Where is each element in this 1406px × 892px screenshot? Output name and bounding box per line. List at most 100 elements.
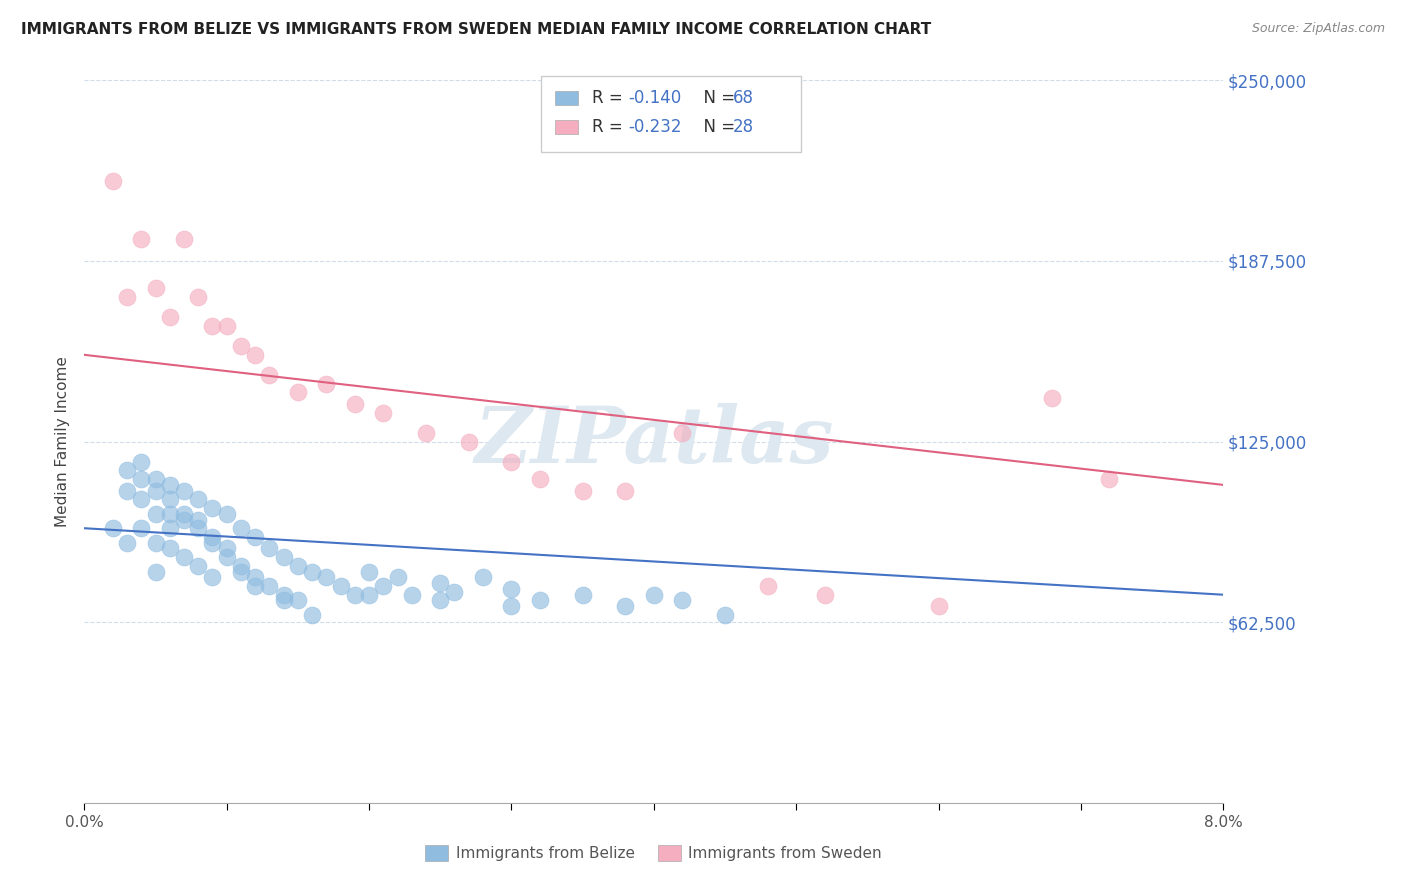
Point [187, 558, 209, 573]
Point [145, 535, 167, 549]
Point [329, 579, 352, 593]
Text: 28: 28 [733, 118, 754, 136]
Point [187, 512, 209, 526]
Point [315, 376, 337, 391]
Point [259, 541, 281, 556]
Point [301, 565, 323, 579]
Point [273, 550, 295, 565]
Point [671, 593, 693, 607]
Point [201, 530, 224, 544]
Point [614, 599, 637, 614]
Point [429, 593, 451, 607]
Point [373, 406, 395, 420]
Text: -0.232: -0.232 [628, 118, 682, 136]
Point [1042, 391, 1064, 405]
Point [343, 588, 366, 602]
Point [343, 397, 366, 411]
Text: R =: R = [592, 118, 628, 136]
Point [145, 483, 167, 498]
Point [671, 425, 693, 440]
Point [115, 535, 138, 549]
Point [287, 593, 309, 607]
Point [359, 565, 381, 579]
Point [229, 339, 252, 353]
Point [115, 290, 138, 304]
Point [529, 593, 551, 607]
Point [529, 472, 551, 486]
Point [101, 174, 124, 188]
Y-axis label: Median Family Income: Median Family Income [55, 356, 70, 527]
Point [1098, 472, 1121, 486]
Point [287, 385, 309, 400]
Point [571, 483, 593, 498]
Point [145, 565, 167, 579]
Point [501, 455, 523, 469]
Point [187, 521, 209, 535]
Point [229, 558, 252, 573]
Point [287, 558, 309, 573]
Point [215, 507, 238, 521]
Point [401, 588, 423, 602]
Point [643, 588, 665, 602]
Point [173, 232, 195, 246]
Point [245, 579, 267, 593]
Point [429, 576, 451, 591]
Point [131, 232, 153, 246]
Point [259, 579, 281, 593]
Point [187, 290, 209, 304]
Point [415, 425, 437, 440]
Point [614, 483, 637, 498]
Point [159, 507, 181, 521]
Point [159, 521, 181, 535]
Point [814, 588, 837, 602]
Point [229, 565, 252, 579]
Point [387, 570, 409, 584]
Point [373, 579, 395, 593]
Point [173, 512, 195, 526]
Point [201, 535, 224, 549]
Text: ZIPatlas: ZIPatlas [474, 403, 834, 480]
Point [245, 530, 267, 544]
Point [145, 472, 167, 486]
Point [571, 588, 593, 602]
Point [245, 348, 267, 362]
Point [315, 570, 337, 584]
Point [245, 570, 267, 584]
Text: R =: R = [592, 89, 628, 107]
Point [472, 570, 495, 584]
Point [159, 492, 181, 507]
Point [259, 368, 281, 382]
Point [229, 521, 252, 535]
Point [201, 570, 224, 584]
Point [173, 483, 195, 498]
Point [173, 507, 195, 521]
Point [145, 507, 167, 521]
Point [115, 463, 138, 477]
Point [359, 588, 381, 602]
Text: 68: 68 [733, 89, 754, 107]
Point [159, 310, 181, 325]
Point [201, 501, 224, 516]
Point [115, 483, 138, 498]
Point [131, 455, 153, 469]
Text: Source: ZipAtlas.com: Source: ZipAtlas.com [1251, 22, 1385, 36]
Point [501, 582, 523, 596]
Legend: Immigrants from Belize, Immigrants from Sweden: Immigrants from Belize, Immigrants from … [419, 839, 889, 867]
Point [159, 478, 181, 492]
Point [145, 281, 167, 295]
Point [101, 521, 124, 535]
Point [215, 550, 238, 565]
Point [173, 550, 195, 565]
Point [187, 492, 209, 507]
Point [756, 579, 779, 593]
Point [457, 434, 479, 449]
Point [131, 472, 153, 486]
Point [273, 593, 295, 607]
Text: N =: N = [693, 89, 741, 107]
Point [928, 599, 950, 614]
Point [301, 607, 323, 622]
Text: IMMIGRANTS FROM BELIZE VS IMMIGRANTS FROM SWEDEN MEDIAN FAMILY INCOME CORRELATIO: IMMIGRANTS FROM BELIZE VS IMMIGRANTS FRO… [21, 22, 931, 37]
Point [131, 521, 153, 535]
Point [443, 584, 465, 599]
Point [159, 541, 181, 556]
